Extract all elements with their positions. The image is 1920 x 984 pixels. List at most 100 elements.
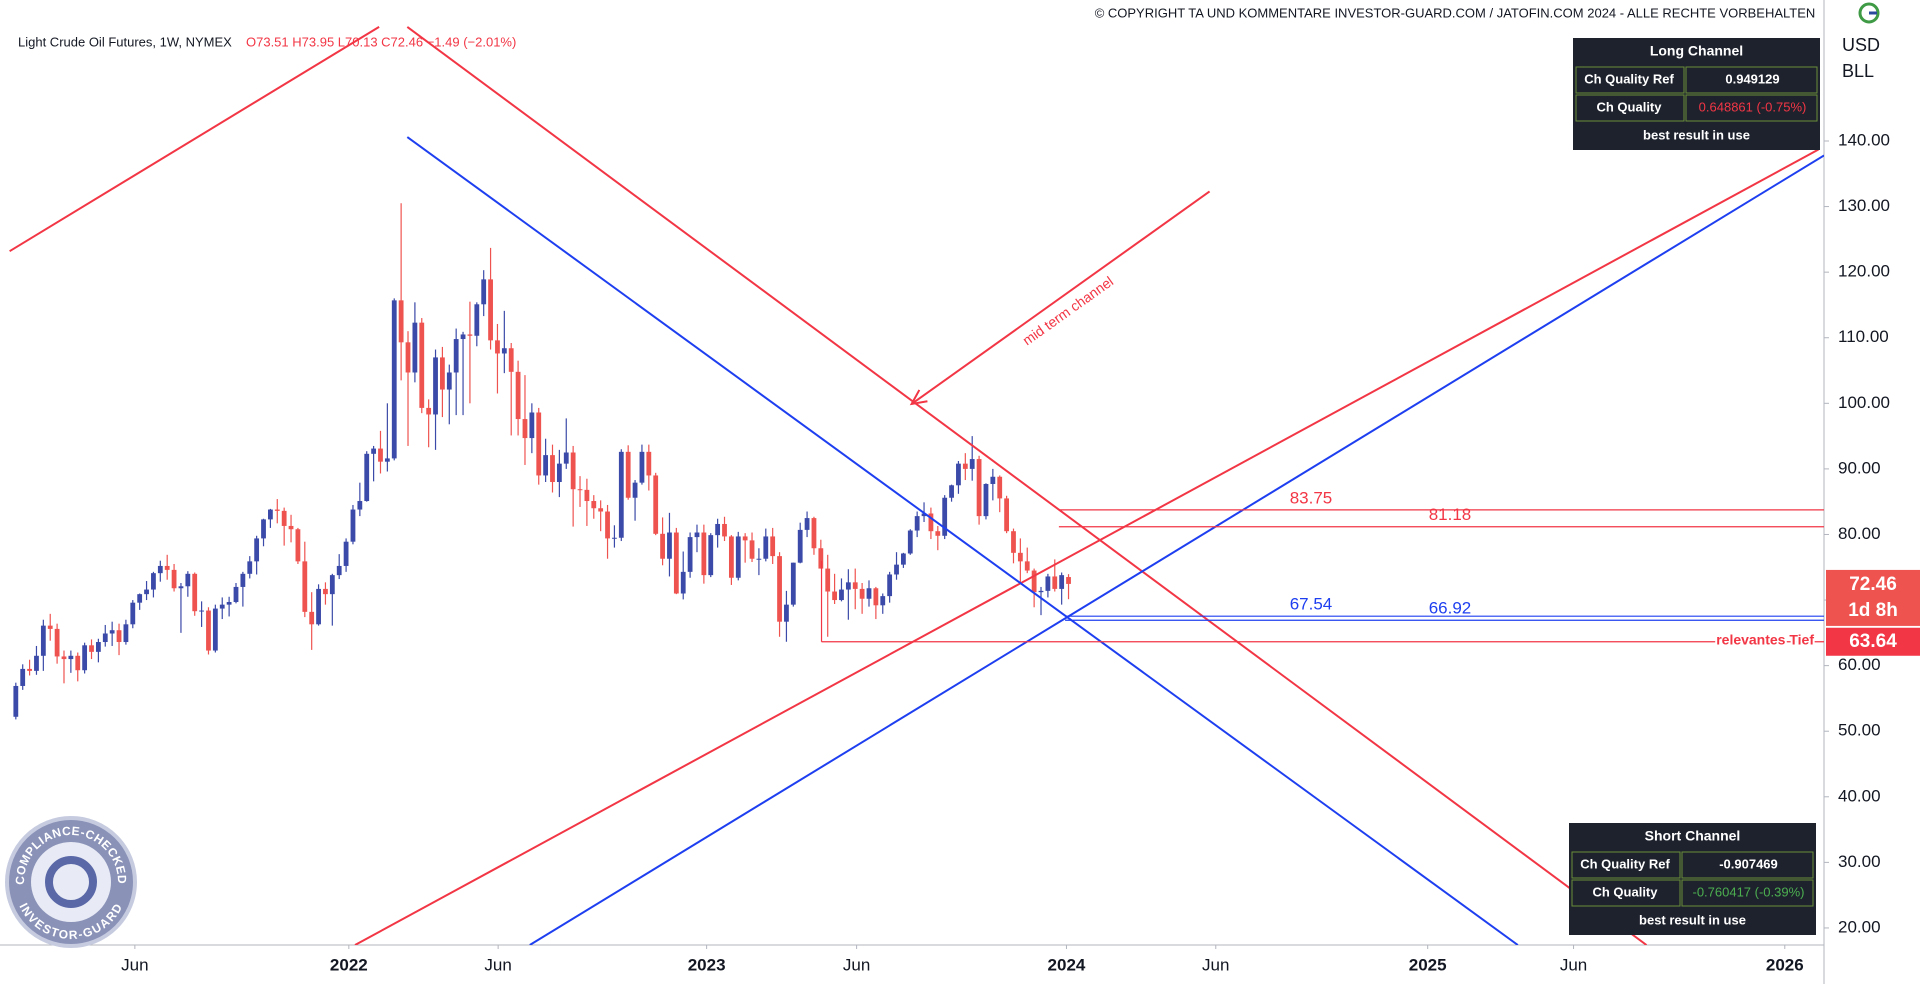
candle-body (226, 602, 232, 605)
candle-body (790, 562, 796, 605)
candle-body (446, 372, 452, 390)
candle-body (914, 516, 920, 531)
candle-body (240, 573, 246, 587)
candle-body (302, 561, 308, 612)
candle-body (618, 451, 624, 538)
candle-body (742, 536, 748, 541)
candle-body (646, 451, 652, 476)
candle-body (687, 537, 693, 572)
panel-cell (1681, 851, 1814, 879)
candle-body (433, 357, 438, 415)
panel-key: Ch Quality (1592, 884, 1658, 899)
candle-body (976, 459, 982, 517)
trend-line (406, 136, 1519, 945)
y-tick-label: 20.00 (1838, 917, 1881, 936)
candle-body (13, 685, 19, 717)
candle-body (735, 536, 741, 578)
candle-body (550, 455, 555, 483)
x-tick-label: Jun (1202, 955, 1229, 974)
candle-body (673, 532, 679, 594)
y-tick-label: 80.00 (1838, 524, 1881, 543)
panel-cell (1575, 66, 1685, 94)
candle-body (852, 582, 858, 589)
x-tick-label: Jun (484, 955, 511, 974)
candle-body (577, 489, 583, 491)
candle-body (880, 596, 886, 606)
candle-body (1045, 576, 1051, 591)
candle-body (591, 501, 597, 509)
candle-body (570, 452, 576, 490)
candle-body (667, 532, 672, 559)
panel (1573, 38, 1820, 150)
y-tick-label: 130.00 (1838, 196, 1890, 215)
level-name: relevantes Tief (1716, 631, 1814, 647)
candle-body (832, 591, 837, 601)
candle-body (40, 625, 46, 656)
candle-body (536, 412, 542, 476)
x-tick-label: 2022 (330, 955, 368, 974)
plot-area (9, 26, 1824, 945)
candle-body (20, 668, 26, 686)
candle-body (825, 568, 831, 592)
panel-title: Short Channel (1645, 828, 1741, 844)
candle-body (777, 556, 782, 622)
candle-body (47, 625, 53, 629)
candle-body (722, 523, 727, 537)
candle-body (563, 452, 569, 464)
trend-line (406, 26, 1648, 945)
candle-body (529, 412, 535, 439)
candle-body (378, 448, 383, 462)
candle-body (625, 451, 631, 498)
candle-body (281, 510, 287, 526)
candle-body (708, 535, 714, 576)
candle-body (233, 586, 239, 603)
candle-body (274, 509, 280, 511)
candle-body (185, 573, 191, 587)
candle-body (137, 594, 143, 603)
candle-body (151, 573, 156, 590)
candle-body (219, 604, 225, 609)
trend-line (354, 148, 1819, 945)
y-tick-label: 30.00 (1838, 852, 1881, 871)
candle-body (1038, 590, 1044, 593)
trend-line (529, 154, 1824, 945)
candle-body (357, 501, 363, 510)
candle-body (371, 448, 377, 454)
candle-body (784, 604, 789, 622)
candle-body (873, 588, 879, 606)
candle-body (247, 561, 253, 574)
candle-body (522, 419, 528, 439)
candle-body (206, 610, 211, 651)
candle-body (935, 531, 941, 536)
candle-body (866, 588, 872, 599)
candle-body (61, 656, 67, 660)
candle-body (763, 536, 769, 559)
candle-body (715, 523, 721, 536)
candle-body (969, 459, 975, 469)
candle-body (997, 476, 1003, 499)
level-label: 67.54 (1290, 595, 1333, 614)
candle-body (412, 322, 418, 373)
candle-body (336, 565, 342, 576)
panel-key: Ch Quality (1596, 99, 1662, 114)
candle-body (942, 497, 948, 536)
x-tick-label: Jun (1560, 955, 1587, 974)
candle-body (1031, 570, 1037, 593)
y-tick-label: 50.00 (1838, 721, 1881, 740)
candle-body (144, 589, 149, 595)
candle-body (845, 582, 851, 590)
trend-line (911, 190, 1211, 405)
candle-body (501, 348, 507, 354)
candle-body (818, 548, 824, 569)
candle-body (756, 558, 762, 560)
candle-body (329, 575, 335, 595)
candle-body (116, 630, 122, 643)
candle-body (900, 553, 906, 565)
candle-body (1066, 577, 1071, 584)
candle-body (508, 348, 514, 372)
candle-body (694, 532, 700, 538)
candle-body (460, 334, 466, 340)
candle-body (887, 574, 893, 597)
candle-body (612, 537, 617, 539)
